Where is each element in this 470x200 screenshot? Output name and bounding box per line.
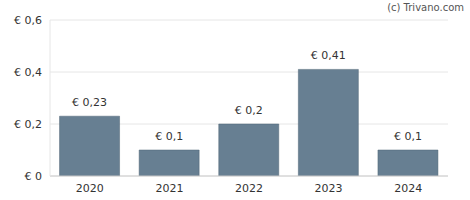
svg-text:€ 0,41: € 0,41: [311, 49, 346, 62]
svg-text:2021: 2021: [155, 182, 183, 195]
svg-text:€ 0,1: € 0,1: [155, 130, 183, 143]
svg-text:2023: 2023: [315, 182, 343, 195]
svg-text:€ 0,1: € 0,1: [394, 130, 422, 143]
svg-text:€ 0,2: € 0,2: [235, 104, 263, 117]
svg-text:€ 0,6: € 0,6: [14, 14, 42, 27]
html-text:(c) Trivano.com: (c) Trivano.com: [387, 2, 464, 13]
svg-text:2022: 2022: [235, 182, 263, 195]
svg-text:2020: 2020: [76, 182, 104, 195]
svg-text:€ 0,4: € 0,4: [14, 66, 42, 79]
svg-text:€ 0,23: € 0,23: [72, 96, 107, 109]
svg-text:€ 0,2: € 0,2: [14, 118, 42, 131]
svg-text:2024: 2024: [394, 182, 422, 195]
svg-text:€ 0: € 0: [25, 170, 43, 183]
